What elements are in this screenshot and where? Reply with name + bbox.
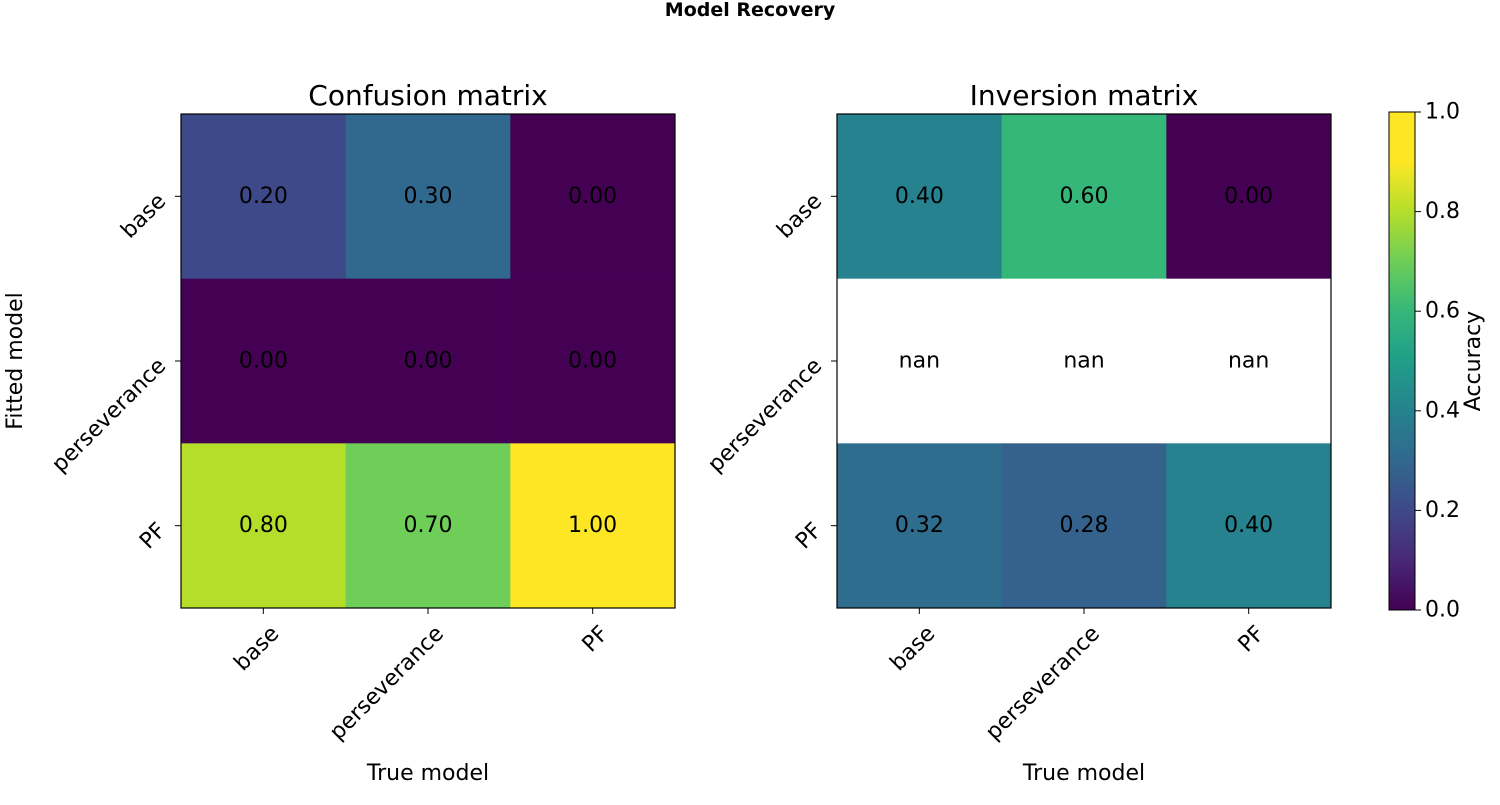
colorbar: 0.0 0.2 0.4 0.6 0.8 1.0 Accuracy [1388, 100, 1486, 623]
cell-value-label: 0.40 [895, 184, 944, 209]
colorbar-tick-label: 0.0 [1425, 598, 1460, 623]
cell-value-label: 0.00 [568, 349, 617, 374]
y-tick-label: perseverance [47, 354, 171, 478]
heatmap-cell [837, 443, 1003, 609]
heatmap-panel-2: 0.40 0.60 0.00 nan nan nan 0.32 0.28 0.40 Inversi… [703, 79, 1332, 786]
colorbar-frame [1388, 111, 1416, 611]
y-axis-label: Fitted model [3, 292, 28, 429]
cell-value-label: 0.32 [895, 513, 944, 538]
x-tick-label: PF [1234, 621, 1270, 657]
x-axis-label: True model [1022, 761, 1145, 786]
figure-title: Model Recovery [665, 0, 836, 21]
cell-value-label: 0.60 [1060, 184, 1109, 209]
heatmap-cell [837, 278, 1003, 444]
cell-value-label: 0.30 [404, 184, 453, 209]
colorbar-gradient [1389, 112, 1415, 610]
x-axis-label: True model [366, 761, 489, 786]
cell-value-label: 0.00 [404, 349, 453, 374]
cell-value-label: 0.00 [239, 349, 288, 374]
x-tick-label: perseverance [325, 621, 449, 745]
heatmap-cell [181, 114, 347, 280]
heatmap-cell [510, 114, 676, 280]
cell-value-label: 0.20 [239, 184, 288, 209]
cell-value-label: 0.28 [1060, 513, 1109, 538]
x-tick-label: base [230, 621, 285, 676]
heatmap-cell [1166, 443, 1332, 609]
cell-value-label: nan [1063, 349, 1104, 374]
colorbar-tick-label: 0.6 [1425, 299, 1460, 324]
heatmap-cell [345, 114, 511, 280]
cell-value-label: 0.40 [1224, 513, 1273, 538]
cell-value-label: 1.00 [568, 513, 617, 538]
panel-title: Confusion matrix [308, 79, 547, 112]
heatmap-cell [1166, 278, 1332, 444]
cell-value-label: 0.80 [239, 513, 288, 538]
cell-value-label: nan [1228, 349, 1269, 374]
heatmap-cell [1166, 114, 1332, 280]
y-tick-label: base [772, 189, 827, 244]
heatmap-cell [1001, 114, 1167, 280]
cell-value-label: nan [899, 349, 940, 374]
y-tick-label: PF [135, 518, 171, 554]
heatmap-panel-1: 0.20 0.30 0.00 0.00 0.00 0.00 0.80 0.70 1.00 Conf… [3, 79, 676, 786]
panel-title: Inversion matrix [970, 79, 1199, 112]
heatmap-cell [345, 278, 511, 444]
colorbar-label: Accuracy [1461, 311, 1486, 411]
heatmap-cell [181, 278, 347, 444]
heatmap-cell [510, 443, 676, 609]
y-tick-label: PF [791, 518, 827, 554]
heatmap-cell [345, 443, 511, 609]
x-tick-label: PF [578, 621, 614, 657]
heatmap-cell [1001, 443, 1167, 609]
heatmap-cell [181, 443, 347, 609]
colorbar-tick-label: 0.4 [1425, 398, 1460, 423]
heatmap-cell [837, 114, 1003, 280]
heatmap-cell [510, 278, 676, 444]
cell-value-label: 0.70 [404, 513, 453, 538]
y-tick-label: base [116, 189, 171, 244]
y-tick-label: perseverance [703, 354, 827, 478]
cell-value-label: 0.00 [1224, 184, 1273, 209]
x-tick-label: base [886, 621, 941, 676]
x-tick-label: perseverance [981, 621, 1105, 745]
heatmap-cell [1001, 278, 1167, 444]
colorbar-tick-label: 0.2 [1425, 498, 1460, 523]
cell-value-label: 0.00 [568, 184, 617, 209]
colorbar-tick-label: 0.8 [1425, 199, 1460, 224]
colorbar-tick-label: 1.0 [1425, 100, 1460, 125]
